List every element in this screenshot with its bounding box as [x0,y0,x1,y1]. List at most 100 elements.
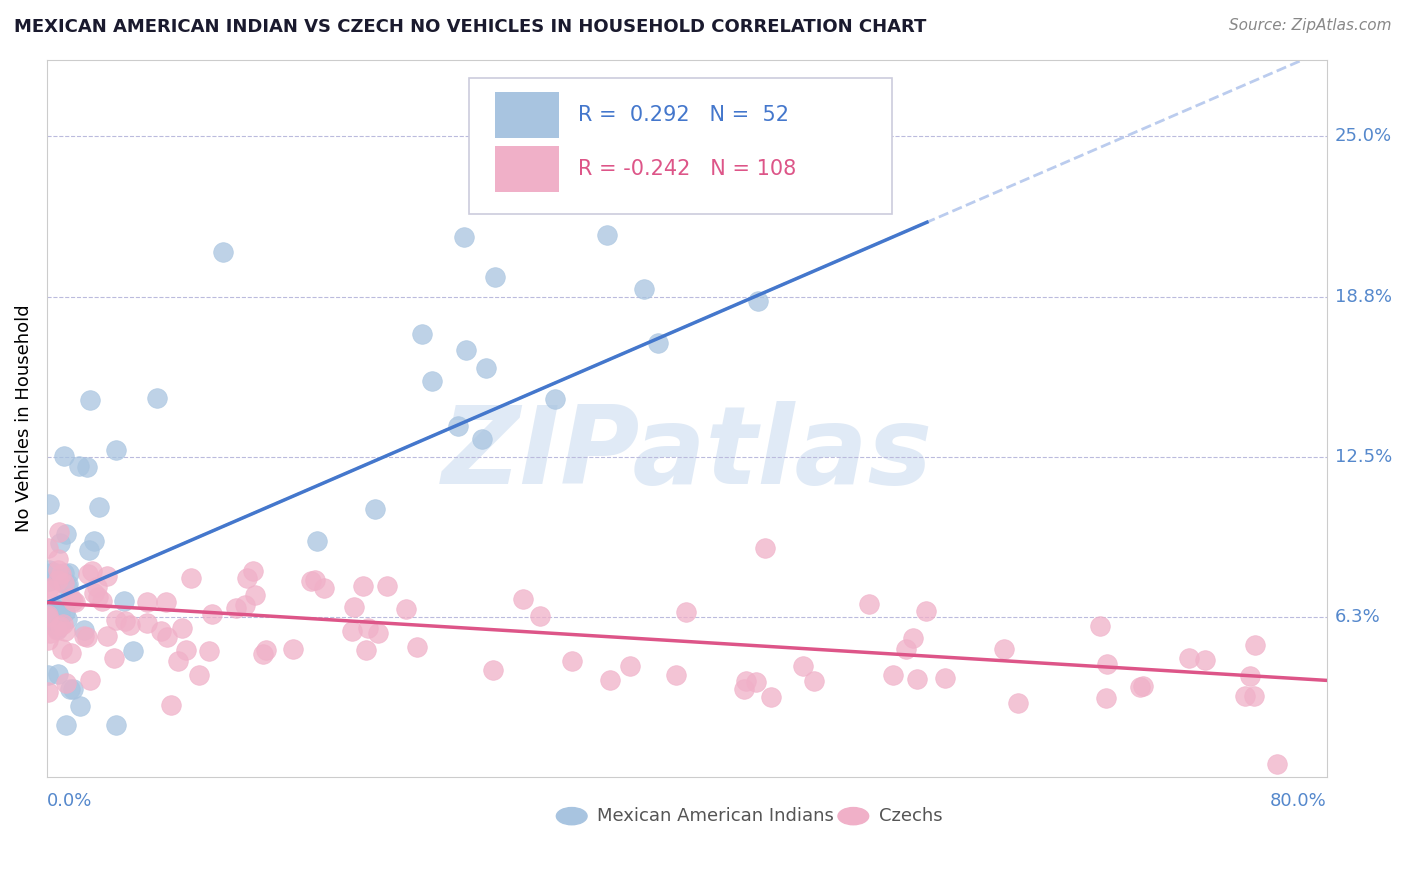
Text: 6.3%: 6.3% [1334,607,1381,625]
Point [46,573,69,587]
Point [235,571,257,585]
Point [180,571,202,585]
Y-axis label: No Vehicles in Household: No Vehicles in Household [15,304,32,532]
Point [46,666,69,681]
Point [471,432,494,446]
Point [512,592,534,607]
Point [352,579,374,593]
Point [934,671,956,685]
Point [38,497,60,511]
Bar [495,145,560,193]
Point [155,595,177,609]
Point [1129,680,1152,694]
Point [83,534,105,549]
Point [915,604,938,618]
Point [46,551,69,566]
Text: R = -0.242   N = 108: R = -0.242 N = 108 [578,159,796,178]
Point [305,534,328,549]
Point [1239,668,1261,682]
Point [340,624,363,638]
Point [65,595,87,609]
Point [233,599,256,613]
Point [375,579,398,593]
Point [456,343,478,358]
Point [395,602,418,616]
Point [343,599,366,614]
Point [79,673,101,687]
Point [411,327,433,342]
Point [197,644,219,658]
FancyBboxPatch shape [470,78,891,214]
Point [633,282,655,296]
Point [304,574,326,588]
Circle shape [557,807,588,825]
Point [122,644,145,658]
Point [894,642,917,657]
Point [59,682,82,697]
Point [484,270,506,285]
Point [105,718,128,732]
Point [595,228,617,243]
Point [79,392,101,407]
Point [734,673,756,688]
Point [48,524,70,539]
Point [76,630,98,644]
Point [453,230,475,244]
Point [561,654,583,668]
Point [45,602,67,616]
Point [52,576,75,591]
Point [42,600,65,615]
Point [82,564,104,578]
Point [903,632,925,646]
Text: Mexican American Indians: Mexican American Indians [598,807,834,825]
Point [1233,690,1256,704]
Point [67,458,90,473]
Point [90,593,112,607]
Point [104,442,127,457]
Point [89,500,111,514]
Point [96,629,118,643]
Text: R =  0.292   N =  52: R = 0.292 N = 52 [578,105,789,125]
Text: MEXICAN AMERICAN INDIAN VS CZECH NO VEHICLES IN HOUSEHOLD CORRELATION CHART: MEXICAN AMERICAN INDIAN VS CZECH NO VEHI… [14,18,927,36]
Point [745,674,768,689]
Point [599,673,621,687]
Point [170,621,193,635]
Point [49,606,72,620]
Point [993,642,1015,657]
Point [37,609,59,624]
Point [112,593,135,607]
Point [73,623,96,637]
Point [49,536,72,550]
Point [1132,679,1154,693]
Point [60,646,83,660]
Point [167,654,190,668]
Point [481,663,503,677]
Point [243,588,266,602]
Point [45,623,67,637]
Point [174,643,197,657]
Point [77,543,100,558]
Point [51,642,73,657]
Point [675,605,697,619]
Point [792,658,814,673]
Point [212,244,235,259]
Text: Czechs: Czechs [879,807,942,825]
Point [53,624,76,638]
Point [38,582,60,596]
Bar [495,92,560,138]
Point [252,647,274,661]
Point [118,617,141,632]
Point [136,595,159,609]
Point [156,630,179,644]
Point [37,607,59,622]
Point [1088,619,1111,633]
Point [87,590,110,604]
Point [364,502,387,516]
Point [83,586,105,600]
Point [188,668,211,682]
Point [242,564,264,578]
Point [858,597,880,611]
Point [160,698,183,713]
Point [53,605,76,619]
Point [52,566,75,581]
